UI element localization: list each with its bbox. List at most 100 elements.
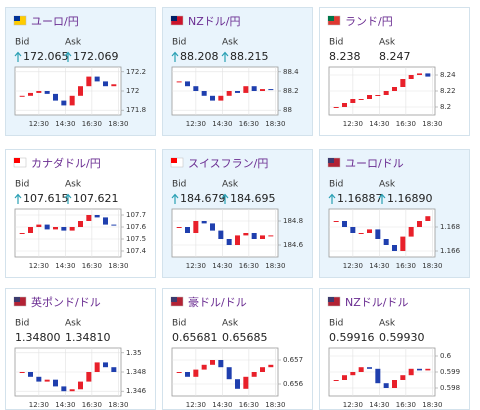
pair-name[interactable]: NZドル/円 — [188, 15, 240, 28]
candle — [251, 86, 257, 91]
candle — [19, 233, 25, 234]
up-arrow — [171, 51, 179, 62]
candle — [210, 360, 215, 365]
candle — [408, 368, 414, 376]
candle — [193, 221, 199, 233]
candle — [251, 372, 257, 377]
candle — [358, 99, 364, 100]
bid-value: 184.679 — [180, 192, 226, 205]
pair-name[interactable]: ランド/円 — [345, 15, 393, 28]
y-tick-label: 0.656 — [283, 380, 304, 388]
bid-value: 8.238 — [329, 50, 361, 63]
x-tick-label: 16:30 — [82, 262, 102, 270]
pair-name[interactable]: スイスフラン/円 — [188, 157, 268, 170]
x-tick-label: 16:30 — [396, 120, 416, 128]
candle — [36, 224, 42, 227]
x-tick-label: 18:30 — [108, 401, 128, 409]
candle — [69, 227, 75, 231]
bid-label: Bid — [329, 180, 343, 190]
candle — [86, 215, 92, 221]
pair-name[interactable]: ユーロ/円 — [31, 15, 79, 28]
y-tick-label: 0.657 — [283, 356, 303, 364]
ask-label: Ask — [222, 180, 239, 190]
x-tick-label: 12:30 — [29, 262, 49, 270]
x-tick-label: 12:30 — [186, 262, 206, 270]
bid-value: 172.065 — [23, 50, 69, 63]
pair-name[interactable]: NZドル/ドル — [345, 296, 408, 309]
x-tick-label: 14:30 — [55, 262, 75, 270]
x-tick-label: 14:30 — [369, 401, 389, 409]
candle — [218, 230, 224, 239]
x-tick-label: 16:30 — [396, 262, 416, 270]
candle — [392, 380, 397, 388]
candle — [69, 389, 75, 392]
candle — [103, 81, 108, 87]
pair-name[interactable]: カナダドル/円 — [31, 156, 101, 170]
candle — [268, 89, 274, 91]
y-tick-label: 8.22 — [440, 87, 456, 95]
candle — [226, 367, 232, 380]
y-tick-label: 0.6 — [440, 352, 452, 360]
x-tick-label: 12:30 — [343, 262, 363, 270]
candle — [400, 236, 406, 251]
pair-name[interactable]: 英ポンド/ドル — [31, 295, 101, 309]
y-tick-label: 184.8 — [283, 217, 303, 225]
candle — [44, 379, 50, 382]
x-tick-label: 16:30 — [239, 262, 259, 270]
bid-value: 0.59916 — [329, 331, 375, 344]
pair-name[interactable]: 豪ドル/ドル — [188, 295, 247, 309]
bid-value: 88.208 — [180, 50, 219, 63]
x-tick-label: 12:30 — [29, 401, 49, 409]
ask-label: Ask — [379, 180, 396, 190]
candle — [111, 84, 117, 87]
candle — [392, 245, 397, 251]
y-tick-label: 107.7 — [126, 211, 146, 219]
y-tick-label: 172 — [126, 87, 139, 95]
x-tick-label: 12:30 — [186, 401, 206, 409]
x-tick-label: 14:30 — [212, 401, 232, 409]
x-tick-label: 18:30 — [108, 262, 128, 270]
candle — [176, 81, 182, 83]
pair-name[interactable]: ユーロ/ドル — [345, 157, 404, 170]
x-tick-label: 12:30 — [343, 401, 363, 409]
candle — [367, 367, 372, 369]
x-tick-label: 16:30 — [239, 401, 259, 409]
y-tick-label: 0.599 — [440, 368, 460, 376]
y-tick-label: 88.2 — [283, 87, 299, 95]
y-tick-label: 88.4 — [283, 68, 299, 76]
candle — [44, 91, 50, 94]
y-tick-label: 171.8 — [126, 106, 146, 114]
candle — [176, 372, 182, 373]
candle — [358, 233, 364, 234]
bid-label: Bid — [172, 180, 186, 190]
candle — [103, 217, 108, 225]
y-tick-label: 1.348 — [126, 368, 146, 376]
y-tick-label: 8.24 — [440, 71, 456, 79]
candle — [201, 91, 207, 96]
bid-value: 1.16887 — [337, 192, 383, 205]
bid-label: Bid — [172, 319, 186, 329]
x-tick-label: 16:30 — [239, 120, 259, 128]
x-tick-label: 16:30 — [82, 401, 102, 409]
candle — [342, 375, 347, 380]
y-tick-label: 172.2 — [126, 68, 146, 76]
x-tick-label: 14:30 — [369, 262, 389, 270]
candle — [210, 223, 215, 231]
candle — [268, 235, 274, 237]
candle — [367, 229, 372, 233]
candle — [69, 95, 75, 106]
candle — [218, 360, 224, 368]
candle — [417, 368, 422, 371]
x-tick-label: 14:30 — [55, 120, 75, 128]
candle — [53, 379, 58, 387]
candle — [61, 100, 67, 106]
